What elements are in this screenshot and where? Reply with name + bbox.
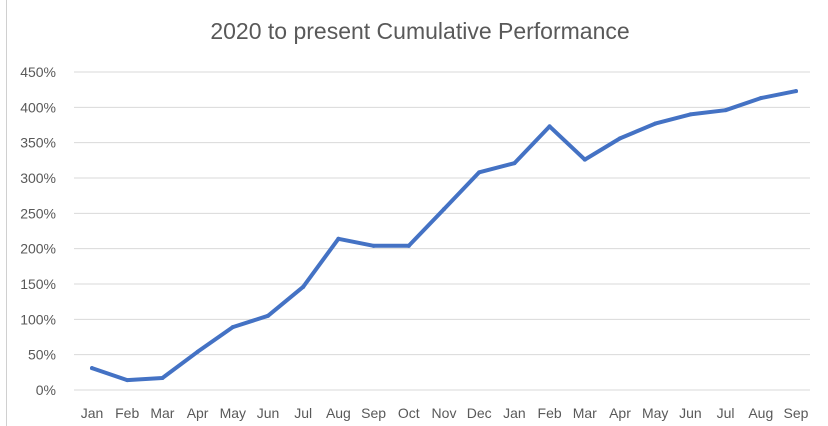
y-tick-label: 400% [20,99,56,115]
data-point [653,121,658,126]
x-tick-label: Dec [467,405,492,421]
x-tick-label: Aug [748,405,773,421]
data-point [477,170,482,175]
x-tick-label: Jul [717,405,735,421]
x-tick-label: Sep [361,405,386,421]
x-tick-label: Sep [784,405,809,421]
data-point [794,89,798,94]
gridlines [74,71,810,391]
data-point [618,136,622,141]
y-tick-label: 100% [20,311,56,327]
data-point [442,207,446,212]
x-tick-label: Jun [679,405,702,421]
data-point [195,349,200,354]
x-tick-label: Jun [257,405,280,421]
data-point [160,375,165,380]
x-tick-label: Feb [115,405,139,421]
x-tick-label: Jan [81,405,104,421]
x-tick-label: Apr [609,405,631,421]
y-tick-label: 50% [28,347,56,363]
data-point [125,378,130,383]
x-tick-label: Feb [538,405,562,421]
data-point [266,313,270,318]
x-tick-label: Mar [573,405,597,421]
y-tick-label: 300% [20,170,56,186]
x-tick-label: Mar [150,405,174,421]
series-line [90,89,798,383]
data-point [512,161,517,166]
x-tick-label: Nov [432,405,457,421]
data-point [230,325,235,330]
y-tick-label: 150% [20,276,56,292]
data-point [336,236,341,241]
y-tick-label: 250% [20,205,56,221]
data-point [723,108,728,113]
data-point [582,157,587,162]
y-tick-label: 350% [20,135,56,151]
x-axis-ticks: Jan Feb Mar Apr May Jun Jul Aug Sep Oct Nov Dec Jan F… [81,405,809,421]
data-point [371,243,376,248]
x-tick-label: Oct [398,405,420,421]
x-tick-label: Jul [294,405,312,421]
chart-title: 2020 to present Cumulative Performance [210,18,630,44]
data-point [90,366,94,371]
data-point [406,243,411,248]
y-tick-label: 450% [20,64,56,80]
sheet-edge [0,0,7,426]
data-point [688,112,693,117]
x-tick-label: May [642,405,668,421]
data-point [758,96,763,101]
y-tick-label: 200% [20,241,56,257]
x-tick-label: Aug [326,405,351,421]
x-tick-label: May [220,405,246,421]
y-tick-label: 0% [36,382,56,398]
data-point [301,284,306,289]
data-point [547,124,552,129]
x-tick-label: Jan [503,405,526,421]
y-axis-ticks: 0% 50% 100% 150% 200% 250% 300% 350% 400% 450% [20,64,56,398]
x-tick-label: Apr [187,405,209,421]
series-group [90,89,798,383]
